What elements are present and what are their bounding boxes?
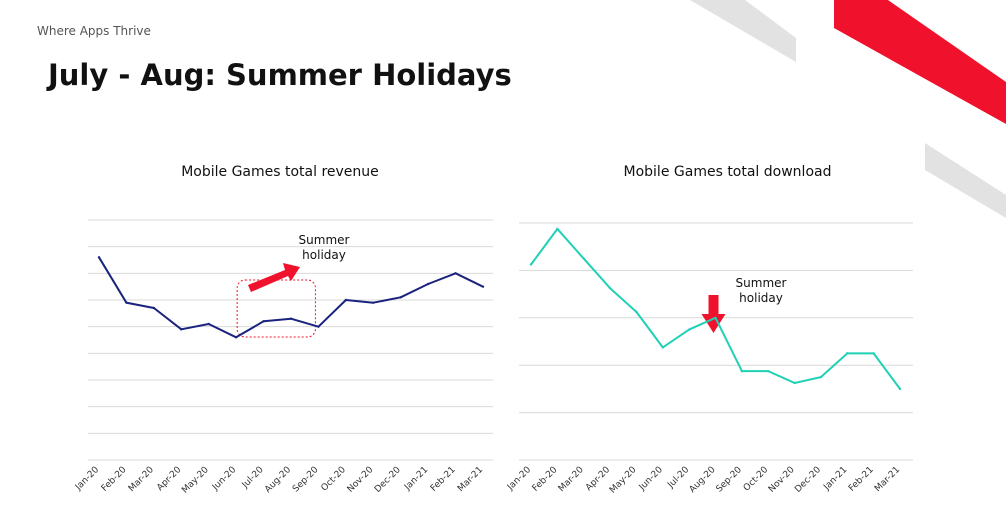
download-x-tick-label: Aug-20 xyxy=(688,465,718,495)
download-x-tick-label: Feb-21 xyxy=(847,465,876,494)
download-x-tick-label: Sep-20 xyxy=(715,465,745,495)
revenue-point xyxy=(152,306,156,310)
revenue-point xyxy=(344,298,348,302)
revenue-x-tick-label: Feb-20 xyxy=(100,465,129,494)
revenue-point xyxy=(454,272,457,275)
revenue-x-tick-label: Mar-20 xyxy=(127,465,156,494)
revenue-x-tick-label: May-20 xyxy=(180,465,211,496)
download-x-tick-label: Oct-20 xyxy=(742,465,771,494)
revenue-x-tick-label: Aug-20 xyxy=(263,465,293,495)
download-x-tick-label: Mar-20 xyxy=(557,465,586,494)
download-point xyxy=(793,381,796,385)
revenue-point xyxy=(426,282,430,286)
revenue-point xyxy=(125,301,128,304)
download-point xyxy=(529,263,533,266)
download-x-tick-label: Jun-20 xyxy=(637,465,665,493)
revenue-point xyxy=(207,322,210,326)
logo-text: Pangle xyxy=(944,28,979,38)
revenue-point xyxy=(372,301,375,304)
revenue-x-tick-label: Jul-20 xyxy=(240,465,266,491)
download-x-tick-label: Feb-20 xyxy=(531,465,560,494)
download-point xyxy=(740,369,744,373)
revenue-x-tick-label: Nov-20 xyxy=(346,465,376,495)
download-x-tick-label: May-20 xyxy=(608,465,639,496)
revenue-point xyxy=(180,328,183,331)
revenue-annotation-line2: holiday xyxy=(302,248,346,262)
download-annotation-line1: Summer xyxy=(736,276,787,290)
revenue-point xyxy=(234,336,238,339)
revenue-x-tick-label: Dec-20 xyxy=(373,465,403,495)
download-point xyxy=(608,286,612,290)
download-point xyxy=(635,310,638,314)
download-x-tick-label: Dec-20 xyxy=(793,465,823,495)
page-title: July - Aug: Summer Holidays xyxy=(48,58,512,92)
download-point xyxy=(846,352,849,355)
revenue-x-tick-label: Mar-21 xyxy=(456,465,485,494)
summer-down-arrow-icon xyxy=(701,295,726,333)
download-x-tick-label: Mar-21 xyxy=(873,465,902,494)
download-chart-title: Mobile Games total download xyxy=(623,164,832,180)
download-x-tick-label: Jan-20 xyxy=(505,465,533,493)
gray-stripe-top xyxy=(690,0,796,62)
download-point xyxy=(819,375,823,379)
download-point xyxy=(582,257,585,260)
revenue-point xyxy=(481,285,485,288)
revenue-point xyxy=(97,256,101,259)
revenue-point xyxy=(317,325,320,328)
download-annotation-line2: holiday xyxy=(739,291,783,305)
summer-arrow-icon xyxy=(248,263,300,292)
revenue-point xyxy=(289,317,293,320)
revenue-x-tick-label: Jan-21 xyxy=(402,465,430,493)
download-x-tick-label: Jan-21 xyxy=(821,465,849,493)
summer-highlight-box xyxy=(236,279,316,338)
revenue-x-tick-label: Jan-20 xyxy=(73,465,101,493)
tagline: Where Apps Thrive xyxy=(37,24,151,38)
revenue-x-tick-label: Jun-20 xyxy=(210,465,238,493)
revenue-x-tick-label: Sep-20 xyxy=(291,465,321,495)
download-point xyxy=(661,346,664,349)
download-point xyxy=(556,227,559,231)
revenue-point xyxy=(399,296,402,299)
download-point xyxy=(687,328,691,331)
red-stripe xyxy=(834,0,1006,124)
revenue-x-tick-label: Oct-20 xyxy=(320,465,349,494)
revenue-chart-title: Mobile Games total revenue xyxy=(181,164,379,180)
download-point xyxy=(898,387,902,391)
download-point xyxy=(714,316,717,319)
revenue-x-tick-label: Feb-21 xyxy=(429,465,458,494)
revenue-point xyxy=(262,320,265,323)
download-x-tick-label: Nov-20 xyxy=(767,465,797,495)
gray-stripe-right xyxy=(925,143,1006,218)
revenue-annotation-line1: Summer xyxy=(299,233,350,247)
download-point xyxy=(767,369,770,373)
download-point xyxy=(872,352,875,355)
pangle-logo-icon xyxy=(945,14,973,29)
